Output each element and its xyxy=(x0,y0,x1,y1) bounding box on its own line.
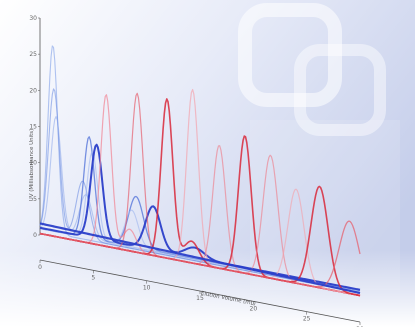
x-tick-label: 0 xyxy=(38,264,42,271)
y-axis-label: UV (Milliabsorbance Units) xyxy=(29,129,35,202)
y-tick-label: 25 xyxy=(29,51,37,58)
series-line-16 xyxy=(39,220,361,288)
chromatogram-traces xyxy=(39,45,361,297)
y-axis: 0 5 10 15 20 25 30 UV (Milliabsorbance Units) xyxy=(29,15,41,239)
x-tick-label: 25 xyxy=(303,316,311,323)
y-tick-label: 5 xyxy=(33,196,37,203)
y-tick-label: 15 xyxy=(29,124,37,131)
y-axis-ticks: 0 5 10 15 20 25 30 xyxy=(29,15,40,239)
series-line-17 xyxy=(39,222,361,295)
x-tick-label: 10 xyxy=(143,285,151,292)
y-tick-label: 20 xyxy=(29,87,37,94)
y-tick-label: 30 xyxy=(29,15,37,22)
series-line-6 xyxy=(39,143,361,291)
x-tick-label: 15 xyxy=(196,295,204,302)
x-tick-label: 20 xyxy=(250,305,258,312)
y-tick-label: 0 xyxy=(33,232,37,239)
y-tick-label: 10 xyxy=(29,160,37,167)
x-tick-label: 5 xyxy=(91,274,95,281)
